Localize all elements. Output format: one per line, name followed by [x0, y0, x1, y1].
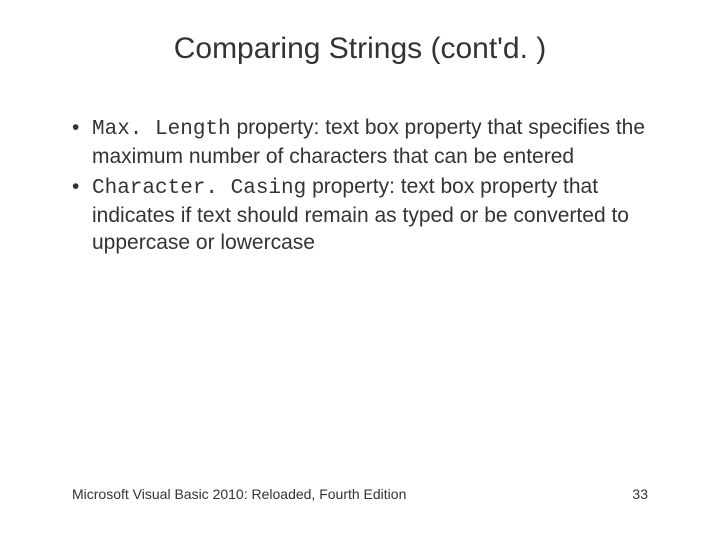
content-area: Max. Length property: text box property … [0, 114, 720, 256]
bullet-item: Max. Length property: text box property … [72, 114, 648, 171]
footer-text: Microsoft Visual Basic 2010: Reloaded, F… [72, 486, 406, 502]
page-number: 33 [632, 486, 648, 502]
slide-title: Comparing Strings (cont'd. ) [0, 0, 720, 114]
code-text: Character. Casing [92, 177, 306, 200]
code-text: Max. Length [92, 118, 231, 141]
footer: Microsoft Visual Basic 2010: Reloaded, F… [72, 486, 648, 502]
bullet-item: Character. Casing property: text box pro… [72, 173, 648, 257]
bullet-list: Max. Length property: text box property … [72, 114, 648, 256]
